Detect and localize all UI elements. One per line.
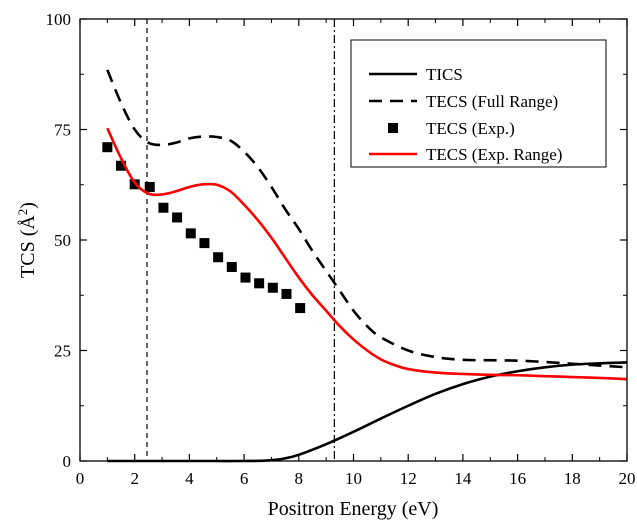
point-tecs-exp (295, 303, 305, 313)
y-tick-label: 50 (54, 231, 71, 250)
x-tick-label: 12 (400, 469, 417, 488)
x-tick-label: 2 (130, 469, 139, 488)
legend: TICS TECS (Full Range) TECS (Exp.) TECS (Ex… (351, 40, 606, 167)
point-tecs-exp (240, 273, 250, 283)
point-tecs-exp (145, 182, 155, 192)
y-tick-label: 0 (63, 452, 72, 471)
y-tick-label: 25 (54, 342, 71, 361)
y-axis-title-main: TCS (Å (17, 215, 39, 278)
legend-label-tecs-exp: TECS (Exp.) (426, 119, 515, 138)
x-tick-label: 4 (185, 469, 194, 488)
x-tick-label: 0 (76, 469, 85, 488)
legend-label-tecs-full-range: TECS (Full Range) (426, 92, 558, 111)
y-tick-label: 100 (46, 10, 72, 29)
x-tick-label: 10 (345, 469, 362, 488)
point-tecs-exp (172, 212, 182, 222)
point-tecs-exp (186, 228, 196, 238)
point-tecs-exp (199, 238, 209, 248)
y-axis-title: TCS (Å2) (15, 202, 39, 278)
x-tick-label: 6 (240, 469, 249, 488)
legend-label-tecs-exp-range: TECS (Exp. Range) (426, 145, 562, 164)
point-tecs-exp (102, 142, 112, 152)
legend-swatch-tecs-exp (388, 123, 398, 133)
x-axis-title: Positron Energy (eV) (268, 498, 439, 520)
x-tick-label: 14 (454, 469, 472, 488)
point-tecs-exp (213, 252, 223, 262)
point-tecs-exp (158, 203, 168, 213)
y-axis-title-end: ) (17, 202, 39, 209)
y-tick-label: 75 (54, 121, 71, 140)
point-tecs-exp (227, 262, 237, 272)
x-tick-label: 16 (509, 469, 526, 488)
x-tick-label: 20 (619, 469, 636, 488)
point-tecs-exp (268, 283, 278, 293)
x-tick-label: 18 (564, 469, 581, 488)
x-tick-label: 8 (295, 469, 304, 488)
point-tecs-exp (254, 278, 264, 288)
legend-label-tics: TICS (426, 65, 463, 84)
point-tecs-exp (281, 289, 291, 299)
